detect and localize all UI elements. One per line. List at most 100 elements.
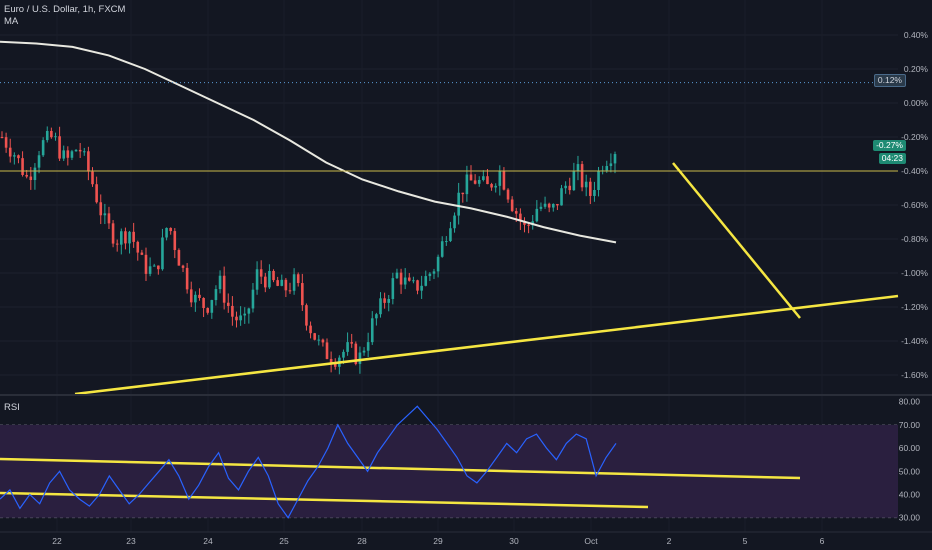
candle-body[interactable] <box>547 203 551 208</box>
candle-body[interactable] <box>482 176 485 180</box>
candle-body[interactable] <box>473 180 477 184</box>
candle-body[interactable] <box>268 270 271 288</box>
candle-body[interactable] <box>4 137 8 148</box>
candle-body[interactable] <box>465 174 469 195</box>
candle-body[interactable] <box>25 174 28 177</box>
candle-body[interactable] <box>29 176 33 181</box>
candle-body[interactable] <box>329 358 333 364</box>
candle-body[interactable] <box>445 241 448 243</box>
candle-body[interactable] <box>292 274 296 291</box>
price-candles[interactable] <box>0 126 617 375</box>
candle-body[interactable] <box>54 136 57 138</box>
candle-body[interactable] <box>13 155 16 157</box>
candle-body[interactable] <box>440 241 444 257</box>
candle-body[interactable] <box>342 351 345 358</box>
candle-body[interactable] <box>152 265 156 267</box>
candle-body[interactable] <box>296 274 300 284</box>
candle-body[interactable] <box>161 237 164 270</box>
price-axis[interactable]: 0.40% 0.20% 0.00% -0.20% -0.40% -0.60% -0.80% -… <box>901 30 928 380</box>
rsi-pane-title[interactable]: RSI <box>4 402 20 413</box>
candle-body[interactable] <box>144 254 148 274</box>
candle-body[interactable] <box>255 269 259 290</box>
candle-body[interactable] <box>128 231 131 244</box>
candle-body[interactable] <box>50 130 53 138</box>
candle-body[interactable] <box>576 164 580 171</box>
candle-body[interactable] <box>568 185 572 191</box>
candle-body[interactable] <box>309 325 312 334</box>
candle-body[interactable] <box>136 241 140 253</box>
candle-body[interactable] <box>288 290 292 292</box>
candle-body[interactable] <box>62 150 66 159</box>
candle-body[interactable] <box>486 176 489 185</box>
candle-body[interactable] <box>198 294 201 299</box>
candle-body[interactable] <box>218 275 222 290</box>
time-axis[interactable]: 22 23 24 25 28 29 30 Oct 2 5 6 <box>52 536 824 546</box>
candle-body[interactable] <box>173 231 177 251</box>
candle-body[interactable] <box>239 315 242 321</box>
candle-body[interactable] <box>91 171 94 185</box>
candle-body[interactable] <box>453 215 456 229</box>
candle-body[interactable] <box>120 231 123 245</box>
candle-body[interactable] <box>490 184 493 188</box>
candle-body[interactable] <box>78 149 82 152</box>
candle-body[interactable] <box>597 170 600 190</box>
candle-body[interactable] <box>391 278 395 299</box>
candle-body[interactable] <box>82 151 86 153</box>
candle-body[interactable] <box>551 203 555 208</box>
indicator-ma-label[interactable]: MA <box>4 16 19 27</box>
candle-body[interactable] <box>247 308 251 314</box>
candle-body[interactable] <box>428 273 432 277</box>
candle-body[interactable] <box>157 265 160 270</box>
candle-body[interactable] <box>412 280 415 282</box>
candle-body[interactable] <box>115 243 119 245</box>
candle-body[interactable] <box>243 313 247 316</box>
candle-body[interactable] <box>259 269 263 277</box>
candle-body[interactable] <box>436 256 440 272</box>
candle-body[interactable] <box>8 147 12 157</box>
candle-body[interactable] <box>506 189 510 200</box>
candle-body[interactable] <box>140 252 144 255</box>
candle-body[interactable] <box>613 154 617 164</box>
candle-body[interactable] <box>362 350 366 353</box>
candle-body[interactable] <box>395 272 399 279</box>
candle-body[interactable] <box>284 279 288 291</box>
trendline[interactable] <box>0 491 649 509</box>
symbol-title[interactable]: Euro / U.S. Dollar, 1h, FXCM <box>4 4 126 15</box>
candle-body[interactable] <box>375 314 378 319</box>
candle-body[interactable] <box>251 289 255 309</box>
candle-body[interactable] <box>231 305 234 317</box>
candle-body[interactable] <box>41 140 45 156</box>
candle-body[interactable] <box>387 298 391 303</box>
candle-body[interactable] <box>432 271 436 274</box>
candle-body[interactable] <box>383 298 386 303</box>
candle-body[interactable] <box>498 170 502 186</box>
candle-body[interactable] <box>354 343 358 364</box>
candle-body[interactable] <box>399 272 403 285</box>
trendline[interactable] <box>74 294 899 396</box>
candle-body[interactable] <box>580 164 584 188</box>
candle-body[interactable] <box>420 285 423 291</box>
candle-body[interactable] <box>272 270 275 281</box>
candle-body[interactable] <box>0 137 4 138</box>
candle-body[interactable] <box>416 280 419 291</box>
candle-body[interactable] <box>111 223 115 244</box>
candle-body[interactable] <box>45 130 49 141</box>
candle-body[interactable] <box>556 203 559 206</box>
candle-body[interactable] <box>58 136 61 159</box>
candle-body[interactable] <box>103 213 107 216</box>
candle-body[interactable] <box>301 283 304 306</box>
candle-body[interactable] <box>132 231 135 242</box>
candle-body[interactable] <box>325 342 329 359</box>
candle-body[interactable] <box>346 342 349 352</box>
candle-body[interactable] <box>605 166 609 171</box>
candle-body[interactable] <box>148 266 152 274</box>
candle-body[interactable] <box>202 298 205 309</box>
candle-body[interactable] <box>210 300 214 313</box>
candle-body[interactable] <box>535 208 539 222</box>
candle-body[interactable] <box>87 151 90 172</box>
candle-body[interactable] <box>169 227 172 232</box>
candle-body[interactable] <box>519 213 522 221</box>
candle-body[interactable] <box>95 184 98 203</box>
trendline[interactable] <box>0 457 801 480</box>
